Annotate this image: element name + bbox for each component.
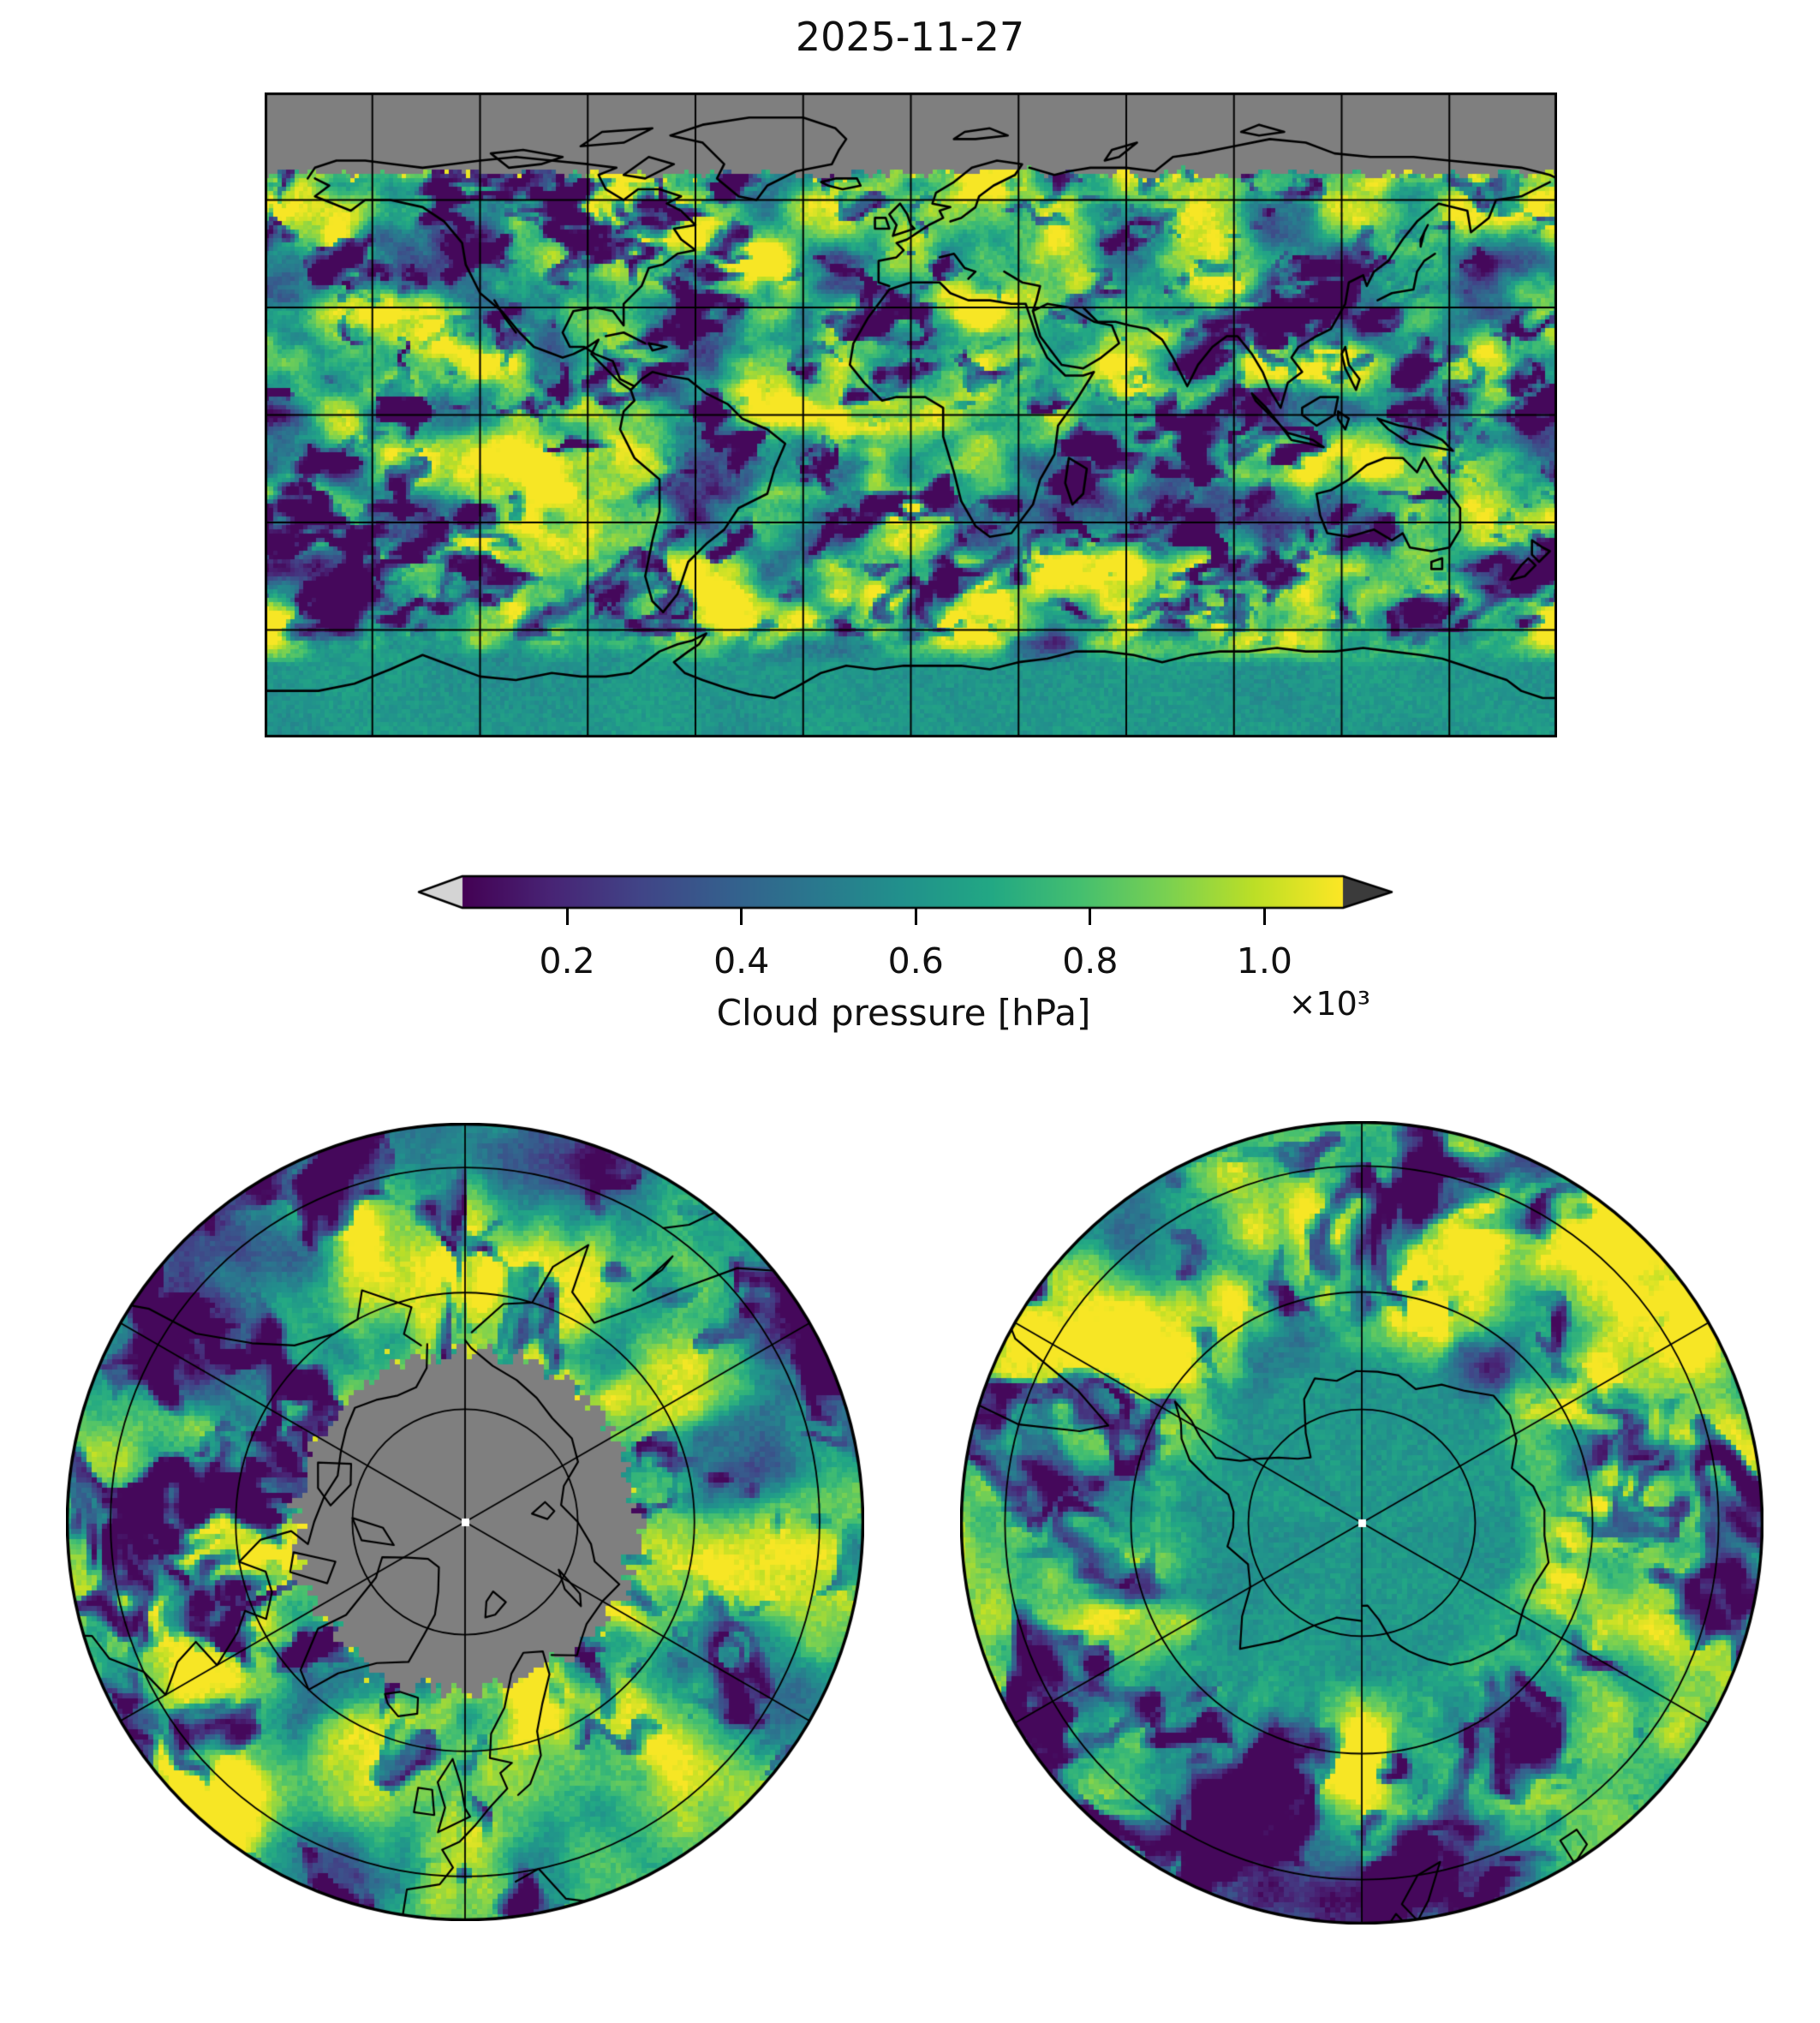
colorbar-tick-mark	[565, 908, 569, 925]
colorbar-tick-mark	[1262, 908, 1266, 925]
colorbar-tick-mark	[1089, 908, 1092, 925]
colorbar-tick-label: 0.4	[713, 940, 770, 982]
global-cloud-pressure-map	[265, 92, 1557, 737]
south-polar-map	[960, 1121, 1763, 1925]
colorbar-label: Cloud pressure [hPa]	[716, 992, 1091, 1034]
colorbar-tick-label: 0.8	[1062, 940, 1119, 982]
colorbar-tick-mark	[740, 908, 743, 925]
colorbar-gradient	[417, 872, 1393, 913]
figure-title: 2025-11-27	[795, 14, 1025, 60]
colorbar-tick-label: 0.2	[539, 940, 595, 982]
colorbar-offset-text: ×10³	[1288, 985, 1370, 1023]
colorbar-tick-label: 1.0	[1236, 940, 1292, 982]
north-polar-map	[66, 1123, 864, 1921]
colorbar-tick-label: 0.6	[887, 940, 944, 982]
colorbar-tick-mark	[914, 908, 917, 925]
